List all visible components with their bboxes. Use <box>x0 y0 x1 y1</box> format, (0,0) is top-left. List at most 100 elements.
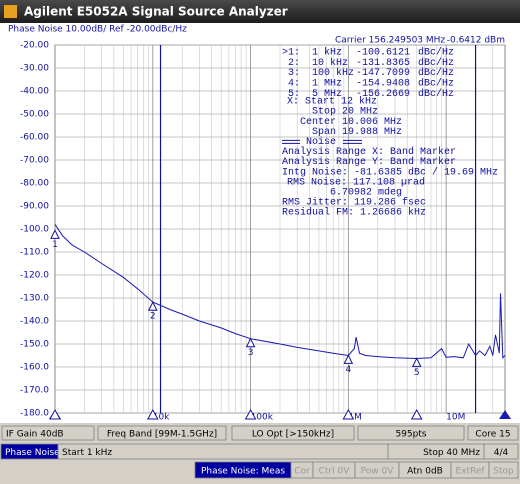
mode-button[interactable]: Phase Noise <box>5 448 60 458</box>
status-indicator: Phase Noise: Meas <box>201 467 285 477</box>
y-tick-label: -30.00 <box>20 64 49 74</box>
readout-line: Span 19.988 MHz <box>312 127 402 138</box>
trace <box>54 224 506 360</box>
marker-tag: 5 <box>414 368 420 378</box>
marker-freq: 1 kHz <box>312 47 342 59</box>
marker-foot <box>146 408 159 420</box>
marker-unit: dBc/Hz <box>418 57 454 69</box>
marker-triangle <box>50 229 60 239</box>
status-field-cell <box>1 425 95 441</box>
status-indicator-cell <box>488 461 519 479</box>
stop-field: Stop 40 MHz <box>423 448 480 458</box>
y-tick-label: -180.0 <box>20 409 49 419</box>
y-tick-label: -90.00 <box>20 202 49 212</box>
marker-triangle <box>343 354 354 364</box>
marker-foot <box>410 408 423 420</box>
marker-freq: 100 kHz <box>312 67 354 79</box>
marker-value: -100.6121 <box>356 48 410 59</box>
y-tick-label: -70.00 <box>20 156 49 166</box>
y-tick-label: -50.00 <box>20 110 49 120</box>
status-field: 595pts <box>395 430 426 440</box>
marker-unit: dBc/Hz <box>418 78 454 90</box>
status-indicator: Cor <box>294 467 310 477</box>
x-tick-label: 1M <box>348 413 362 423</box>
status-field-cell <box>357 425 465 441</box>
y-tick-label: -20.00 <box>20 41 49 51</box>
status-field-cell <box>97 425 227 441</box>
readout-line: Intg Noise: -81.6385 dBc / 19.69 MHz <box>282 166 498 178</box>
marker-freq: 1 MHz <box>312 79 342 90</box>
status-field: Freq Band [99M-1.5GHz] <box>107 430 217 440</box>
window-title: Agilent E5052A Signal Source Analyzer <box>24 5 288 19</box>
marker-id: 2: <box>288 58 300 69</box>
readout-line: Analysis Range Y: Band Marker <box>282 156 456 168</box>
marker-unit: dBc/Hz <box>418 67 454 79</box>
y-tick-label: -140.0 <box>20 317 49 327</box>
marker-tag: 2 <box>150 312 156 322</box>
y-tick-label: -110.0 <box>20 248 49 258</box>
status-indicator: Atn 0dB <box>407 467 443 477</box>
marker-id: 5: <box>288 89 300 100</box>
range-arrow <box>499 410 511 419</box>
marker-tag: 4 <box>345 365 351 375</box>
marker-triangle <box>245 337 256 348</box>
readout-line: Stop 20 MHz <box>312 107 378 118</box>
y-tick-label: -170.0 <box>20 386 49 396</box>
marker-tag: 1 <box>52 240 58 250</box>
page-field: 4/4 <box>494 448 509 458</box>
readout-line: Residual FM: 1.26686 kHz <box>282 207 426 219</box>
readout-line: RMS Jitter: 119.286 fsec <box>282 197 426 209</box>
marker-value: -154.9408 <box>356 79 410 90</box>
status-field-cell <box>467 425 519 441</box>
marker-triangle <box>411 357 422 367</box>
app-icon <box>4 5 17 18</box>
readout-line: Noise <box>306 136 336 148</box>
status-field: Core 15 <box>475 430 510 440</box>
marker-id: 4: <box>288 79 300 90</box>
y-tick-label: -80.00 <box>20 179 49 189</box>
marker-value: -156.2669 <box>356 89 410 100</box>
status-field-cell <box>231 425 355 441</box>
status-field: IF Gain 40dB <box>6 430 64 440</box>
status-indicator: Ctrl 0V <box>319 467 351 477</box>
status-indicator: Pow 0V <box>361 467 395 477</box>
readout-line: Analysis Range X: Band Marker <box>282 146 456 158</box>
marker-triangle <box>147 301 158 311</box>
carrier: Carrier 156.249503 MHz <box>335 36 445 46</box>
x-tick-label: 10k <box>153 413 170 423</box>
readout-line: 6.70982 mdeg <box>330 187 402 199</box>
y-tick-label: -120.0 <box>20 271 49 281</box>
marker-unit: dBc/Hz <box>418 88 454 100</box>
status-indicator: Stop <box>493 467 514 477</box>
status-field: LO Opt [>150kHz] <box>252 430 334 440</box>
start-field: Start 1 kHz <box>62 448 112 458</box>
marker-value: -131.8365 <box>356 58 410 69</box>
marker-id: 3: <box>288 68 300 79</box>
y-tick-label: -130.0 <box>20 294 49 304</box>
title-bar <box>0 0 520 23</box>
x-tick-label: 10M <box>446 413 465 423</box>
status-indicator: ExtRef <box>455 467 485 477</box>
marker-freq: 5 MHz <box>312 89 342 100</box>
readout-line: Center 10.006 MHz <box>300 117 402 128</box>
y-tick-label: -160.0 <box>20 363 49 373</box>
marker-unit: dBc/Hz <box>418 47 454 59</box>
y-tick-label: -150.0 <box>20 340 49 350</box>
page-field-cell <box>483 443 519 460</box>
y-tick-label: -40.00 <box>20 87 49 97</box>
readout-line: X: Start 12 kHz <box>287 96 377 108</box>
marker-foot <box>49 408 61 420</box>
readout-line: RMS Noise: 117.108 µrad <box>287 176 425 188</box>
carrier-power: -0.6412 dBm <box>447 36 505 46</box>
marker-foot <box>342 408 355 420</box>
marker-id: >1: <box>282 48 300 59</box>
marker-foot <box>244 408 257 420</box>
marker-freq: 10 kHz <box>312 57 348 69</box>
y-tick-label: -100.0 <box>20 225 49 235</box>
marker-tag: 3 <box>248 348 254 358</box>
chart-header: Phase Noise 10.00dB/ Ref -20.00dBc/Hz <box>8 25 187 35</box>
x-tick-label: 100k <box>251 413 274 423</box>
marker-value: -147.7099 <box>356 68 410 79</box>
